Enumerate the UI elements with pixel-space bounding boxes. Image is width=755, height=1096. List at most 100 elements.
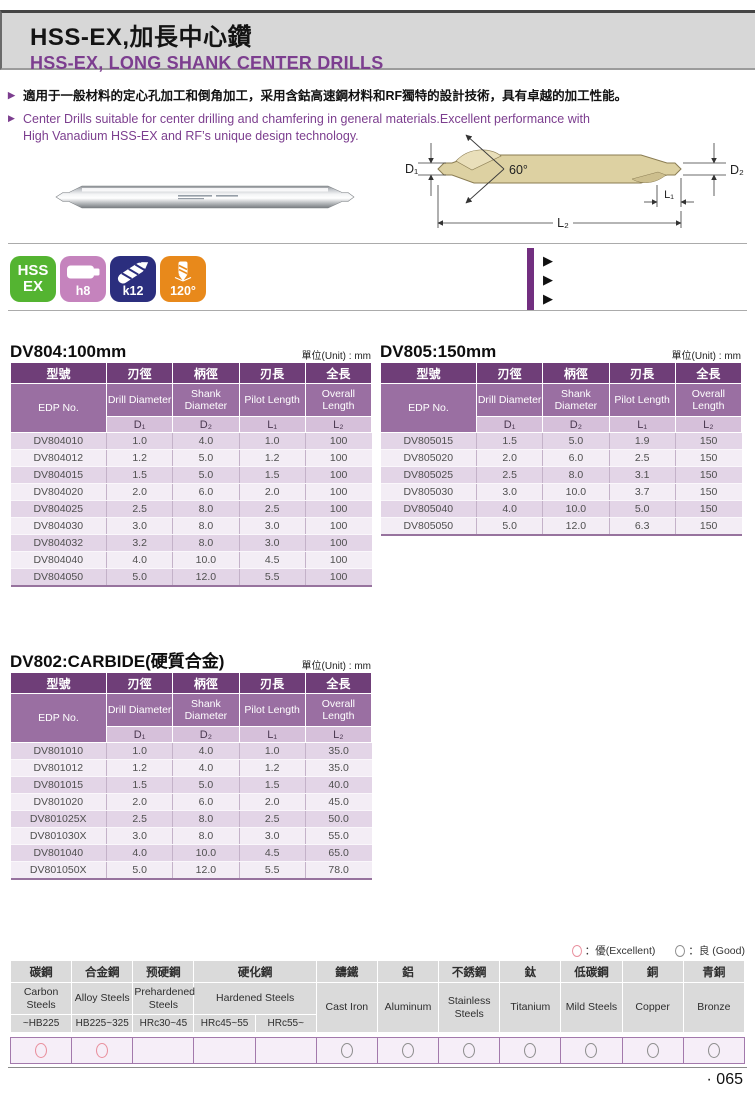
col-shank-dia-en: Shank Diameter (542, 383, 610, 417)
edp-no: DV801025X (10, 810, 107, 828)
good-circle-icon (675, 944, 686, 957)
col-overall-len-zh: 全長 (304, 362, 373, 384)
shank-diameter: 12.0 (172, 861, 240, 880)
rating-circle-icon (646, 1042, 659, 1058)
table-row: DV801030X 3.0 8.0 3.0 55.0 (10, 827, 372, 845)
mat-zh: 鈦 (499, 960, 562, 983)
overall-length: 55.0 (305, 827, 372, 845)
col-pilot-len-zh: 刃長 (608, 362, 676, 384)
pilot-length: 5.5 (239, 568, 306, 587)
drill-diameter: 3.2 (106, 534, 174, 552)
rating-circle-icon (96, 1042, 109, 1058)
pilot-length: 1.5 (239, 776, 306, 794)
legend-excellent-label: ：優(Excellent) (584, 945, 656, 957)
material-row-zh: 碳鋼 合金鋼 预硬鋼 硬化鋼 鑄鐵 鋁 不銹鋼 鈦 低碳鋼 銅 青銅 (9, 960, 746, 983)
table-row: DV804032 3.2 8.0 3.0 100 (10, 534, 372, 552)
feature-marker-bar (527, 248, 534, 310)
divider (8, 243, 747, 244)
flute-cut-right (631, 171, 667, 183)
dv804-unit-label: 單位(Unit) : mm (301, 351, 371, 362)
shank-diameter: 6.0 (542, 449, 610, 467)
col-pilot-len-en: Pilot Length (238, 383, 306, 417)
material-header-table: 碳鋼 合金鋼 预硬鋼 硬化鋼 鑄鐵 鋁 不銹鋼 鈦 低碳鋼 銅 青銅 Carbo… (9, 960, 746, 1033)
table-row: DV805020 2.0 6.0 2.5 150 (380, 449, 742, 467)
page-header: HSS-EX,加長中心鑽 HSS-EX, LONG SHANK CENTER D… (0, 10, 755, 73)
table-row: DV804020 2.0 6.0 2.0 100 (10, 483, 372, 501)
angle-lines (465, 134, 505, 204)
dimension-diagram: 60° D₁ D₂ L₁ L₂ (405, 134, 744, 230)
overall-length: 100 (305, 551, 372, 569)
page-title-en: HSS-EX, LONG SHANK CENTER DRILLS (30, 53, 384, 73)
mat-zh: 合金鋼 (71, 960, 134, 983)
drill-diameter: 1.5 (476, 432, 544, 450)
pilot-length: 1.5 (239, 466, 306, 484)
drill-diameter: 1.0 (106, 432, 174, 450)
badge-hss-ex: HSS EX (10, 256, 56, 302)
overall-length: 50.0 (305, 810, 372, 828)
rating-cell (193, 1037, 256, 1064)
pilot-length: 5.5 (239, 861, 306, 880)
product-photo (55, 185, 355, 209)
legend-excellent: ：優(Excellent) (571, 943, 656, 958)
pilot-length: 3.0 (239, 517, 306, 535)
l1-label: L₁ (664, 189, 674, 201)
mat-zh: 銅 (621, 960, 684, 983)
overall-length: 150 (675, 517, 742, 536)
mat-en: Alloy Steels (71, 982, 134, 1015)
table-row: DV805025 2.5 8.0 3.1 150 (380, 466, 742, 484)
mat-en: Hardened Steels (193, 982, 317, 1015)
edp-no: DV801015 (10, 776, 107, 794)
excellent-circle-icon (571, 944, 582, 957)
table-row: DV804010 1.0 4.0 1.0 100 (10, 432, 372, 450)
d1-label: D₁ (405, 162, 418, 176)
col-drill-dia-en: Drill Diameter (105, 693, 174, 727)
material-compatibility: ：優(Excellent) ：良 (Good) 碳鋼 合金鋼 预硬鋼 硬化鋼 鑄… (9, 943, 746, 1064)
material-rating-row (9, 1037, 746, 1064)
shank-diameter: 4.0 (172, 742, 240, 760)
pilot-length: 2.0 (239, 483, 306, 501)
rating-circle-icon (35, 1042, 48, 1058)
overall-length: 78.0 (305, 861, 372, 880)
col-d2-sym: D₂ (542, 416, 610, 433)
edp-no: DV804025 (10, 500, 107, 518)
intro-bullet-en: Center Drills suitable for center drilli… (8, 111, 615, 145)
mat-en: Carbon Steels (9, 982, 73, 1015)
col-d1-sym: D₁ (105, 416, 174, 433)
hardness-range: HRc30~45 (132, 1014, 195, 1033)
col-d1-sym: D₁ (475, 416, 544, 433)
col-model-zh: 型號 (380, 362, 477, 384)
col-edp-no: EDP No. (380, 383, 477, 433)
page-number: · 065 (706, 1071, 743, 1088)
pilot-length: 4.5 (239, 551, 306, 569)
table-row: DV804025 2.5 8.0 2.5 100 (10, 500, 372, 518)
shank-diameter: 8.0 (172, 534, 240, 552)
edp-no: DV801010 (10, 742, 107, 760)
header-row-symbols: D₁ D₂ L₁ L₂ (11, 416, 373, 433)
table-row: DV801015 1.5 5.0 1.5 40.0 (10, 776, 372, 794)
badge-h8-tolerance: h8 (60, 256, 106, 302)
dv802-unit-label: 單位(Unit) : mm (301, 661, 371, 672)
triangle-marker-icon: ▶ (543, 291, 553, 306)
shank-diameter: 6.0 (172, 483, 240, 501)
table-row: DV804050 5.0 12.0 5.5 100 (10, 568, 372, 587)
drill-diameter: 1.0 (106, 742, 174, 760)
l2-dimension (437, 185, 682, 228)
shank-diameter: 5.0 (542, 432, 610, 450)
pilot-length: 2.5 (239, 810, 306, 828)
rating-cell (9, 1037, 73, 1064)
header-row-zh: 型號 刃徑 柄徑 刃長 全長 (380, 362, 743, 384)
col-shank-dia-zh: 柄徑 (172, 672, 240, 694)
dv802-section: DV802:CARBIDE(硬質合金) 單位(Unit) : mm 型號 刃徑 … (10, 647, 373, 880)
mat-en: Cast Iron (315, 982, 378, 1033)
drill-diameter: 5.0 (106, 568, 174, 587)
drill-diameter: 3.0 (106, 827, 174, 845)
edp-no: DV804020 (10, 483, 107, 501)
shank-diameter: 8.0 (172, 500, 240, 518)
overall-length: 100 (305, 534, 372, 552)
legend-good-label: ：良 (Good) (688, 945, 745, 957)
legend-good: ：良 (Good) (675, 943, 745, 958)
edp-no: DV805020 (380, 449, 477, 467)
rating-cell (71, 1037, 134, 1064)
pilot-length: 1.2 (239, 759, 306, 777)
col-drill-dia-zh: 刃徑 (475, 362, 544, 384)
